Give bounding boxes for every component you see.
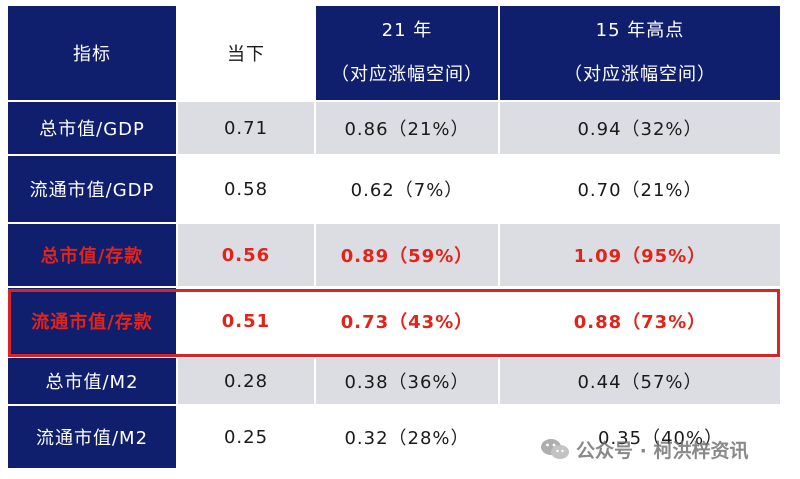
- row-label-text: 总市值/存款: [40, 246, 144, 267]
- row-value-2015: 0.88（73%）: [500, 288, 780, 354]
- row-value-2021: 0.62（7%）: [316, 156, 498, 222]
- watermark-text: 公众号 · 柯洪梓资讯: [576, 439, 749, 462]
- row-label: 总市值/GDP: [8, 102, 176, 154]
- row-value-2015: 0.44（57%）: [500, 358, 780, 404]
- value-current-text: 0.71: [223, 117, 269, 139]
- value-2015-text: 0.94（32%）: [577, 119, 703, 140]
- row-value-current: 0.51: [178, 288, 314, 354]
- row-label: 总市值/存款: [8, 224, 176, 286]
- header-2015-peak: 15 年高点 （对应涨幅空间）: [500, 6, 780, 100]
- value-2021-text: 0.86（21%）: [344, 119, 470, 140]
- value-2015-text: 0.70（21%）: [577, 180, 703, 201]
- row-value-2015: 0.94（32%）: [500, 102, 780, 154]
- row-value-current: 0.56: [178, 224, 314, 286]
- value-current-text: 0.56: [221, 244, 271, 266]
- row-value-2021: 0.89（59%）: [316, 224, 498, 286]
- watermark: 公众号 · 柯洪梓资讯: [540, 432, 790, 466]
- value-2015-text: 0.44（57%）: [577, 372, 703, 393]
- row-label: 流通市值/存款: [8, 288, 176, 354]
- row-value-2015: 0.35（40%）: [500, 406, 780, 468]
- header-2021-line1: 21 年: [381, 20, 433, 41]
- header-2021-line2: （对应涨幅空间）: [331, 64, 483, 85]
- value-2021-text: 0.73（43%）: [340, 312, 474, 333]
- row-value-2021: 0.32（28%）: [316, 406, 498, 468]
- row-value-2021: 0.86（21%）: [316, 102, 498, 154]
- row-label: 总市值/M2: [8, 358, 176, 404]
- row-label: 流通市值/GDP: [8, 156, 176, 222]
- row-label: 流通市值/M2: [8, 406, 176, 468]
- header-indicator-text: 指标: [73, 44, 111, 65]
- row-value-2015: 0.70（21%）: [500, 156, 780, 222]
- row-value-current: 0.25: [178, 406, 314, 468]
- row-value-2021: 0.73（43%）: [316, 288, 498, 354]
- header-2015-line1: 15 年高点: [595, 20, 685, 41]
- row-value-current: 0.71: [178, 102, 314, 154]
- row-value-current: 0.58: [178, 156, 314, 222]
- wechat-icon: [540, 437, 570, 461]
- value-2021-text: 0.38（36%）: [344, 372, 470, 393]
- value-current-text: 0.51: [221, 310, 271, 332]
- value-2021-text: 0.62（7%）: [350, 180, 464, 201]
- row-label-text: 总市值/GDP: [39, 119, 145, 140]
- value-2015-text: 0.35（40%）: [598, 428, 724, 449]
- row-value-current: 0.28: [178, 358, 314, 404]
- row-value-2015: 1.09（95%）: [500, 224, 780, 286]
- header-2021: 21 年 （对应涨幅空间）: [316, 6, 498, 100]
- value-2015-text: 0.88（73%）: [573, 312, 707, 333]
- header-current: 当下: [178, 6, 314, 100]
- value-current-text: 0.28: [223, 370, 269, 392]
- header-2015-line2: （对应涨幅空间）: [564, 64, 716, 85]
- row-label-text: 流通市值/GDP: [29, 180, 155, 201]
- value-current-text: 0.25: [223, 426, 269, 448]
- row-label-text: 流通市值/存款: [31, 312, 153, 333]
- header-indicator: 指标: [8, 6, 176, 100]
- value-current-text: 0.58: [223, 178, 269, 200]
- value-2021-text: 0.89（59%）: [340, 246, 474, 267]
- value-2015-text: 1.09（95%）: [573, 246, 707, 267]
- row-label-text: 总市值/M2: [45, 372, 139, 393]
- value-2021-text: 0.32（28%）: [344, 428, 470, 449]
- row-label-text: 流通市值/M2: [35, 428, 149, 449]
- row-value-2021: 0.38（36%）: [316, 358, 498, 404]
- header-current-text: 当下: [227, 44, 265, 65]
